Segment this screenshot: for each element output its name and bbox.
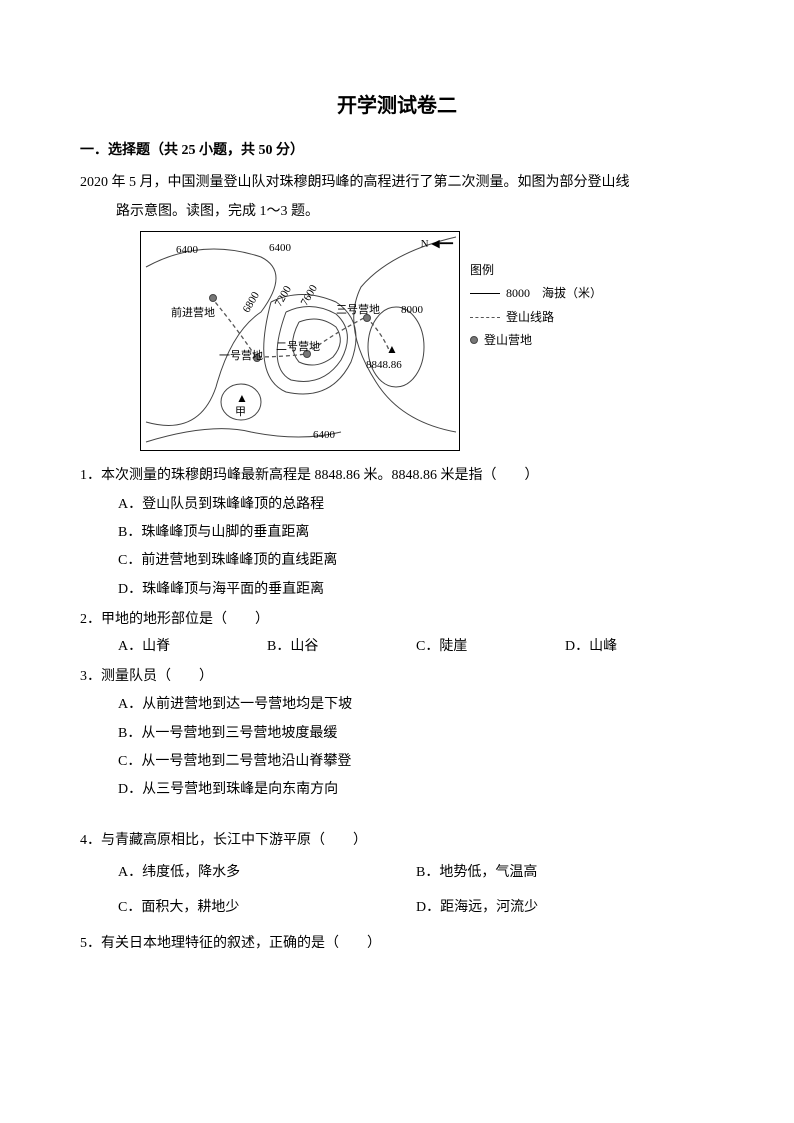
peak-jia-label: 甲 — [235, 404, 246, 422]
q4-option-c: C．面积大，耕地少 — [118, 897, 416, 919]
map-legend: 图例 8000 海拔（米） 登山线路 登山营地 — [470, 261, 602, 354]
q3-option-b: B．从一号营地到三号营地坡度最缓 — [118, 723, 714, 745]
contour-label: 6400 — [176, 242, 198, 260]
map-figure: 6400 6400 6800 7200 7600 6400 8000 前进营地 … — [140, 231, 714, 451]
q4-option-a: A．纬度低，降水多 — [118, 862, 416, 884]
intro-line-2: 路示意图。读图，完成 1～3 题。 — [116, 201, 714, 223]
legend-title: 图例 — [470, 261, 602, 280]
legend-route: 登山线路 — [470, 308, 602, 327]
q3-stem: 3．测量队员（ ） — [80, 666, 714, 688]
q1-stem: 1．本次测量的珠穆朗玛峰最新高程是 8848.86 米。8848.86 米是指（… — [80, 465, 714, 487]
q1-option-c: C．前进营地到珠峰峰顶的直线距离 — [118, 550, 714, 572]
intro-line-1: 2020 年 5 月，中国测量登山队对珠穆朗玛峰的高程进行了第二次测量。如图为部… — [80, 172, 714, 194]
q3-options: A．从前进营地到达一号营地均是下坡 B．从一号营地到三号营地坡度最缓 C．从一号… — [118, 694, 714, 802]
legend-camp: 登山营地 — [470, 331, 602, 350]
summit-label: 8848.86 — [366, 357, 402, 375]
camp-label: 前进营地 — [171, 305, 215, 323]
q1-option-b: B．珠峰峰顶与山脚的垂直距离 — [118, 522, 714, 544]
q1-option-d: D．珠峰峰顶与海平面的垂直距离 — [118, 579, 714, 601]
contour-label: 6400 — [313, 427, 335, 445]
q4-options: A．纬度低，降水多 B．地势低，气温高 C．面积大，耕地少 D．距海远，河流少 — [118, 856, 714, 925]
q4-stem: 4．与青藏高原相比，长江中下游平原（ ） — [80, 830, 714, 852]
camp-label: 三号营地 — [336, 302, 380, 320]
q2-option-c: C．陡崖 — [416, 636, 565, 658]
q2-option-a: A．山脊 — [118, 636, 267, 658]
q4-option-d: D．距海远，河流少 — [416, 897, 714, 919]
q3-option-c: C．从一号营地到二号营地沿山脊攀登 — [118, 751, 714, 773]
q4-option-b: B．地势低，气温高 — [416, 862, 714, 884]
legend-elevation: 8000 海拔（米） — [470, 284, 602, 303]
section-heading: 一．选择题（共 25 小题，共 50 分） — [80, 140, 714, 162]
q2-option-b: B．山谷 — [267, 636, 416, 658]
q2-options: A．山脊 B．山谷 C．陡崖 D．山峰 — [118, 636, 714, 658]
camp-label: 一号营地 — [219, 348, 263, 366]
q1-options: A．登山队员到珠峰峰顶的总路程 B．珠峰峰顶与山脚的垂直距离 C．前进营地到珠峰… — [118, 494, 714, 602]
q3-option-a: A．从前进营地到达一号营地均是下坡 — [118, 694, 714, 716]
q1-option-a: A．登山队员到珠峰峰顶的总路程 — [118, 494, 714, 516]
north-arrow: N ◀━━ — [421, 236, 453, 254]
contour-label: 8000 — [401, 302, 423, 320]
page-title: 开学测试卷二 — [80, 90, 714, 122]
q3-option-d: D．从三号营地到珠峰是向东南方向 — [118, 779, 714, 801]
q5-stem: 5．有关日本地理特征的叙述，正确的是（ ） — [80, 933, 714, 955]
q2-stem: 2．甲地的地形部位是（ ） — [80, 609, 714, 631]
q2-option-d: D．山峰 — [565, 636, 714, 658]
camp-label: 二号营地 — [276, 339, 320, 357]
contour-label: 6400 — [269, 240, 291, 258]
topographic-map: 6400 6400 6800 7200 7600 6400 8000 前进营地 … — [140, 231, 460, 451]
